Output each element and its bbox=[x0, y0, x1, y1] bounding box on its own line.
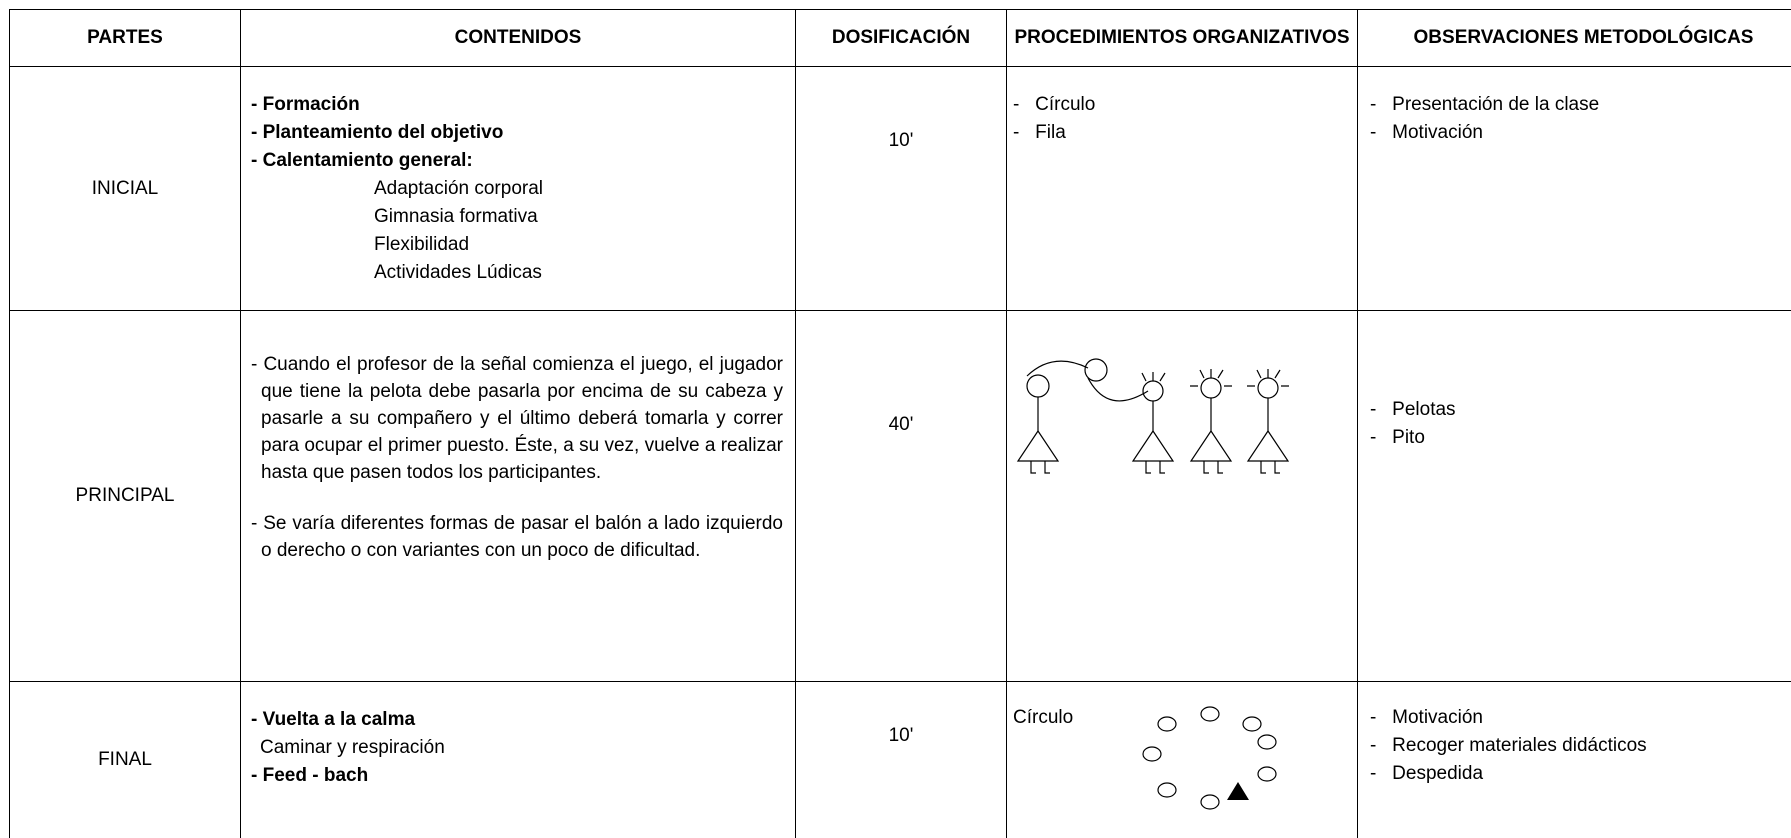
dosificacion-cell: 10' bbox=[795, 66, 1007, 311]
observaciones-cell: - Motivación - Recoger materiales didácti… bbox=[1357, 681, 1791, 838]
parte-cell: PRINCIPAL bbox=[9, 310, 241, 682]
content-paragraph: - Cuando el profesor de la señal comienz… bbox=[251, 354, 783, 483]
column-header: OBSERVACIONES METODOLÓGICAS bbox=[1357, 9, 1791, 67]
observation-item: - Recoger materiales didácticos bbox=[1370, 735, 1647, 756]
content-item: - Formación bbox=[251, 94, 360, 115]
header-row: PARTES CONTENIDOS DOSIFICACIÓN PROCEDIMIENT… bbox=[9, 9, 1791, 67]
column-header: PARTES bbox=[9, 9, 241, 67]
content-item: - Vuelta a la calma bbox=[251, 709, 416, 730]
parte-cell: INICIAL bbox=[9, 66, 241, 311]
procedure-item: Círculo bbox=[1013, 707, 1074, 728]
content-item: Actividades Lúdicas bbox=[374, 262, 542, 283]
content-paragraph: - Se varía diferentes formas de pasar el… bbox=[251, 513, 783, 561]
lesson-table: PARTES CONTENIDOS DOSIFICACIÓN PROCEDIMIENT… bbox=[9, 9, 1791, 838]
observation-item: - Pito bbox=[1370, 427, 1425, 448]
content-item: Caminar y respiración bbox=[260, 737, 445, 758]
observation-item: - Motivación bbox=[1370, 122, 1483, 143]
document: PARTES CONTENIDOS DOSIFICACIÓN PROCEDIMIENT… bbox=[9, 9, 1791, 838]
table-row: FINAL - Vuelta a la calma Caminar y respir… bbox=[9, 681, 1791, 838]
procedure-item: - Círculo bbox=[1013, 94, 1096, 115]
observation-item: - Pelotas bbox=[1370, 399, 1456, 420]
content-item: - Calentamiento general: bbox=[251, 150, 473, 171]
table-row: PRINCIPAL - Cuando el profesor de la seña… bbox=[9, 310, 1791, 682]
procedimientos-cell: - Círculo - Fila bbox=[1006, 66, 1358, 311]
column-header: PROCEDIMIENTOS ORGANIZATIVOS bbox=[1006, 9, 1358, 67]
contenidos-cell: - Formación - Planteamiento del objetivo -… bbox=[240, 66, 796, 311]
contenidos-cell: - Vuelta a la calma Caminar y respiración… bbox=[240, 681, 796, 838]
procedure-item: - Fila bbox=[1013, 122, 1066, 143]
content-item: Gimnasia formativa bbox=[374, 206, 538, 227]
observation-item: - Presentación de la clase bbox=[1370, 94, 1600, 115]
contenidos-cell: - Cuando el profesor de la señal comienz… bbox=[240, 310, 796, 682]
observaciones-cell: - Presentación de la clase - Motivación bbox=[1357, 66, 1791, 311]
procedimientos-cell bbox=[1006, 310, 1358, 682]
content-item: - Planteamiento del objetivo bbox=[251, 122, 504, 143]
table-row: INICIAL - Formación - Planteamiento del ob… bbox=[9, 66, 1791, 311]
content-item: - Feed - bach bbox=[251, 765, 369, 786]
dosificacion-cell: 40' bbox=[795, 310, 1007, 682]
content-item: Flexibilidad bbox=[374, 234, 470, 255]
observaciones-cell: - Pelotas - Pito bbox=[1357, 310, 1791, 682]
circle-drawing bbox=[1142, 706, 1277, 810]
column-header: DOSIFICACIÓN bbox=[795, 9, 1007, 67]
procedimientos-cell: Círculo bbox=[1006, 681, 1358, 838]
dosificacion-cell: 10' bbox=[795, 681, 1007, 838]
players-drawing bbox=[1016, 358, 1290, 474]
observation-item: - Despedida bbox=[1370, 763, 1484, 784]
observation-item: - Motivación bbox=[1370, 707, 1483, 728]
column-header: CONTENIDOS bbox=[240, 9, 796, 67]
parte-cell: FINAL bbox=[9, 681, 241, 838]
content-item: Adaptación corporal bbox=[374, 178, 543, 199]
